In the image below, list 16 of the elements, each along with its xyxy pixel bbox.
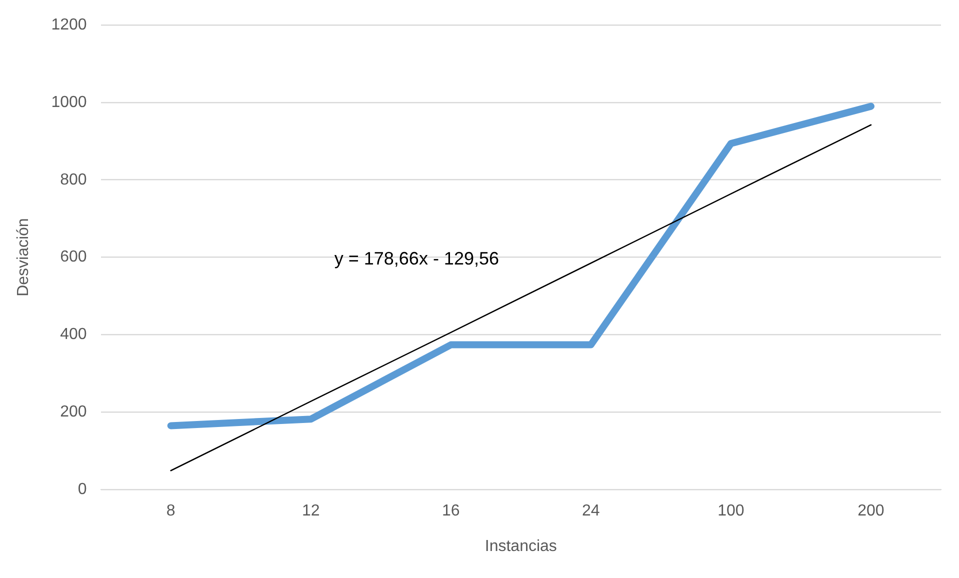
y-tick-label: 800 bbox=[60, 171, 87, 188]
annotation: y = 178,66x - 129,56 bbox=[334, 248, 499, 269]
x-tick-label: 8 bbox=[166, 502, 176, 520]
y-tick-label: 400 bbox=[60, 326, 87, 344]
x-tick-label: 24 bbox=[582, 502, 600, 520]
y-tick-label: 600 bbox=[60, 248, 87, 266]
y-tick-label: 200 bbox=[60, 404, 87, 421]
x-tick-label: 200 bbox=[858, 502, 884, 520]
x-tick-label: 16 bbox=[442, 502, 460, 520]
x-axis-title: Instancias bbox=[484, 538, 557, 555]
x-tick-label: 12 bbox=[302, 502, 320, 520]
y-tick-label: 1000 bbox=[51, 94, 87, 111]
y-tick-label: 0 bbox=[78, 481, 87, 498]
y-tick-label: 1200 bbox=[51, 16, 87, 34]
x-tick-label: 100 bbox=[718, 502, 744, 520]
y-axis-title: Desviación bbox=[15, 218, 32, 296]
